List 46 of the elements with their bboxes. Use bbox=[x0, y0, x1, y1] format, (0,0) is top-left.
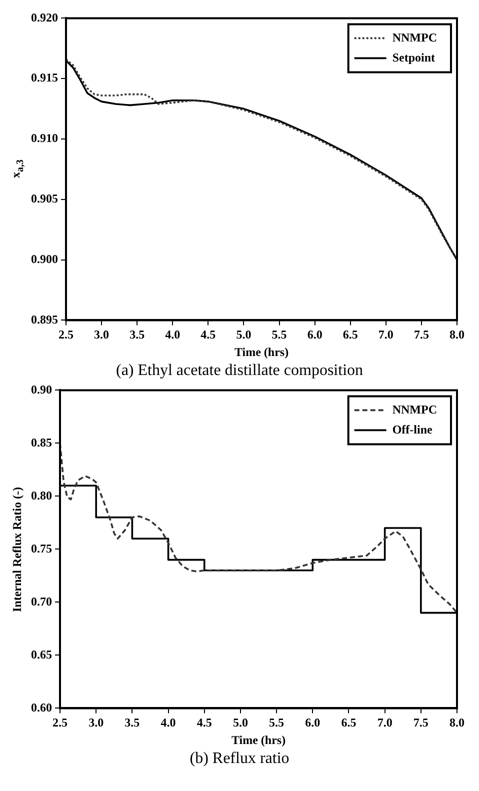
y-tick-label: 0.60 bbox=[31, 700, 52, 714]
x-tick-label: 7.0 bbox=[377, 715, 392, 730]
y-axis-title: Internal Reflux Ratio (-) bbox=[10, 486, 24, 612]
x-tick-label: 3.0 bbox=[88, 715, 104, 730]
x-tick-label: 2.5 bbox=[58, 327, 74, 342]
x-tick-label: 5.0 bbox=[236, 327, 252, 342]
x-tick-label: 4.5 bbox=[200, 327, 216, 342]
y-tick-label: 0.75 bbox=[31, 541, 52, 556]
legend-label: Off-line bbox=[392, 422, 434, 436]
x-axis-title: Time (hrs) bbox=[231, 732, 286, 747]
x-tick-label: 7.5 bbox=[414, 327, 429, 342]
x-tick-label: 3.5 bbox=[124, 715, 140, 730]
x-tick-label: 6.0 bbox=[305, 715, 320, 730]
x-tick-label: 7.5 bbox=[413, 715, 428, 730]
x-tick-label: 5.5 bbox=[272, 327, 287, 342]
x-tick-label: 6.5 bbox=[341, 715, 356, 730]
y-tick-label: 0.895 bbox=[31, 312, 58, 326]
x-axis-title: Time (hrs) bbox=[234, 344, 289, 359]
x-tick-label: 2.5 bbox=[52, 715, 68, 730]
legend-label: NNMPC bbox=[392, 30, 437, 44]
x-tick-label: 8.0 bbox=[450, 327, 464, 342]
x-tick-label: 7.0 bbox=[378, 327, 394, 342]
y-tick-label: 0.905 bbox=[31, 191, 58, 206]
y-tick-label: 0.80 bbox=[31, 488, 52, 502]
x-tick-label: 6.0 bbox=[307, 327, 322, 342]
y-tick-label: 0.70 bbox=[31, 594, 52, 608]
y-tick-label: 0.90 bbox=[31, 382, 52, 396]
x-tick-label: 8.0 bbox=[450, 715, 464, 730]
text: (a) Ethyl acetate distillate composition bbox=[114, 362, 364, 380]
y-tick-label: 0.910 bbox=[31, 131, 58, 146]
legend-label: Setpoint bbox=[392, 50, 436, 64]
y-tick-label: 0.65 bbox=[31, 647, 52, 662]
y-tick-label: 0.85 bbox=[31, 435, 52, 450]
x-tick-label: 4.0 bbox=[165, 327, 180, 342]
legend-label: NNMPC bbox=[392, 402, 437, 416]
x-tick-label: 3.0 bbox=[94, 327, 110, 342]
x-tick-label: 5.5 bbox=[269, 715, 284, 730]
x-tick-label: 3.5 bbox=[130, 327, 145, 342]
text: (b) Reflux ratio bbox=[188, 750, 290, 768]
x-tick-label: 6.5 bbox=[342, 327, 358, 342]
y-tick-label: 0.900 bbox=[31, 252, 58, 266]
x-tick-label: 4.5 bbox=[196, 715, 212, 730]
y-tick-label: 0.915 bbox=[31, 70, 58, 85]
x-tick-label: 5.0 bbox=[232, 715, 248, 730]
y-tick-label: 0.920 bbox=[31, 10, 58, 24]
x-tick-label: 4.0 bbox=[160, 715, 176, 730]
